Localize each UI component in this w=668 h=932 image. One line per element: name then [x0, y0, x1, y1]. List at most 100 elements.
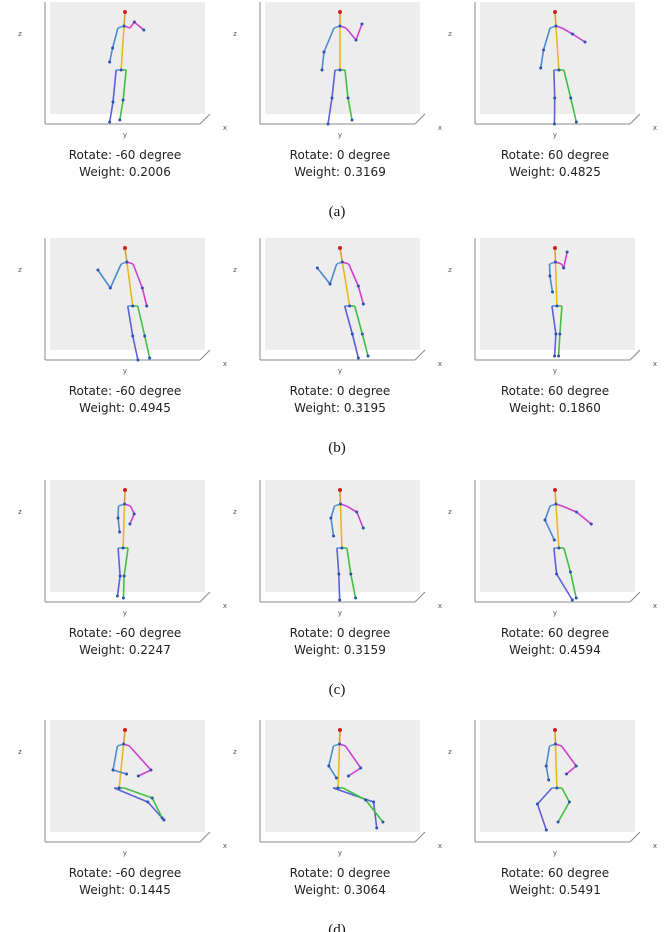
joint	[361, 302, 365, 306]
joint	[553, 246, 557, 250]
joint	[338, 502, 342, 506]
axis-label: x	[653, 360, 657, 368]
joint	[329, 516, 333, 520]
axis-line	[629, 349, 641, 361]
caption-rotate: Rotate: 0 degree	[290, 866, 391, 880]
joint	[132, 20, 136, 24]
bone	[143, 335, 151, 359]
joint	[356, 284, 360, 288]
bone	[108, 101, 114, 123]
joint	[338, 488, 342, 492]
subfigure-label: (d)	[328, 922, 346, 932]
joint	[122, 24, 126, 28]
bone	[554, 743, 558, 789]
bone	[572, 33, 586, 43]
joint	[567, 800, 571, 804]
bone	[337, 743, 341, 789]
joint	[547, 778, 551, 782]
bone	[346, 505, 358, 513]
subfigure-label: (a)	[329, 204, 346, 220]
bone	[539, 49, 545, 69]
joint	[570, 598, 574, 602]
axis-label: x	[438, 360, 442, 368]
bone	[120, 25, 125, 71]
bone	[557, 333, 561, 357]
subfigure-label: (c)	[329, 682, 346, 698]
axis-label: z	[448, 748, 452, 756]
bone	[117, 517, 121, 533]
joint	[327, 764, 331, 768]
joint	[108, 120, 112, 124]
axis-line	[414, 349, 426, 361]
joint	[118, 118, 122, 122]
bone	[554, 489, 557, 505]
caption-rotate: Rotate: -60 degree	[69, 148, 182, 162]
bone	[553, 69, 556, 99]
joint	[554, 502, 558, 506]
joint	[338, 246, 342, 250]
axis-label: y	[553, 131, 557, 139]
bone	[111, 27, 119, 49]
joint	[553, 260, 557, 264]
caption-weight: Weight: 0.2006	[79, 165, 171, 179]
bone	[555, 25, 560, 71]
joint	[548, 274, 552, 278]
axis-line	[414, 831, 426, 843]
bone	[542, 27, 551, 51]
bone	[544, 505, 551, 521]
joint	[348, 304, 352, 308]
joint	[350, 118, 354, 122]
caption-weight: Weight: 0.1445	[79, 883, 171, 897]
bone	[345, 27, 357, 41]
joint	[557, 68, 561, 72]
joint	[361, 526, 365, 530]
axis-line	[199, 349, 211, 361]
joint	[360, 332, 364, 336]
plot-face	[265, 480, 420, 592]
bone	[554, 11, 557, 27]
caption-weight: Weight: 0.3159	[294, 643, 386, 657]
joint	[111, 46, 115, 50]
axis-label: y	[123, 849, 127, 857]
axis-label: x	[438, 842, 442, 850]
bone	[569, 97, 578, 123]
bone	[353, 305, 364, 335]
bone	[347, 263, 360, 287]
bone	[339, 503, 343, 549]
bone	[118, 743, 125, 789]
joint	[553, 728, 557, 732]
axis-label: x	[223, 360, 227, 368]
axis-label: z	[233, 266, 237, 274]
caption-rotate: Rotate: 0 degree	[290, 384, 391, 398]
subfigure-label: (b)	[328, 440, 346, 456]
bone	[561, 505, 577, 513]
axis-label: z	[18, 748, 22, 756]
axis-line	[629, 591, 641, 603]
axis-label: y	[123, 367, 127, 375]
bone	[328, 745, 335, 767]
plot-face	[480, 720, 635, 832]
axis-label: y	[553, 609, 557, 617]
caption-rotate: Rotate: 0 degree	[290, 148, 391, 162]
skeleton-panel: z y x	[448, 2, 657, 139]
joint	[554, 332, 558, 336]
joint	[338, 742, 342, 746]
caption-weight: Weight: 0.4945	[79, 401, 171, 415]
bone	[123, 547, 129, 577]
axis-label: z	[448, 508, 452, 516]
joint	[128, 522, 132, 526]
bone	[569, 571, 577, 599]
plot-face	[50, 480, 205, 592]
bone	[330, 505, 336, 519]
axis-line	[199, 591, 211, 603]
plot-face	[50, 720, 205, 832]
axis-label: y	[338, 367, 342, 375]
bone	[126, 305, 134, 337]
joint	[354, 38, 358, 42]
joint	[115, 594, 119, 598]
axis-label: z	[448, 30, 452, 38]
joint	[574, 596, 578, 600]
axis-label: x	[438, 124, 442, 132]
bone	[126, 261, 134, 307]
